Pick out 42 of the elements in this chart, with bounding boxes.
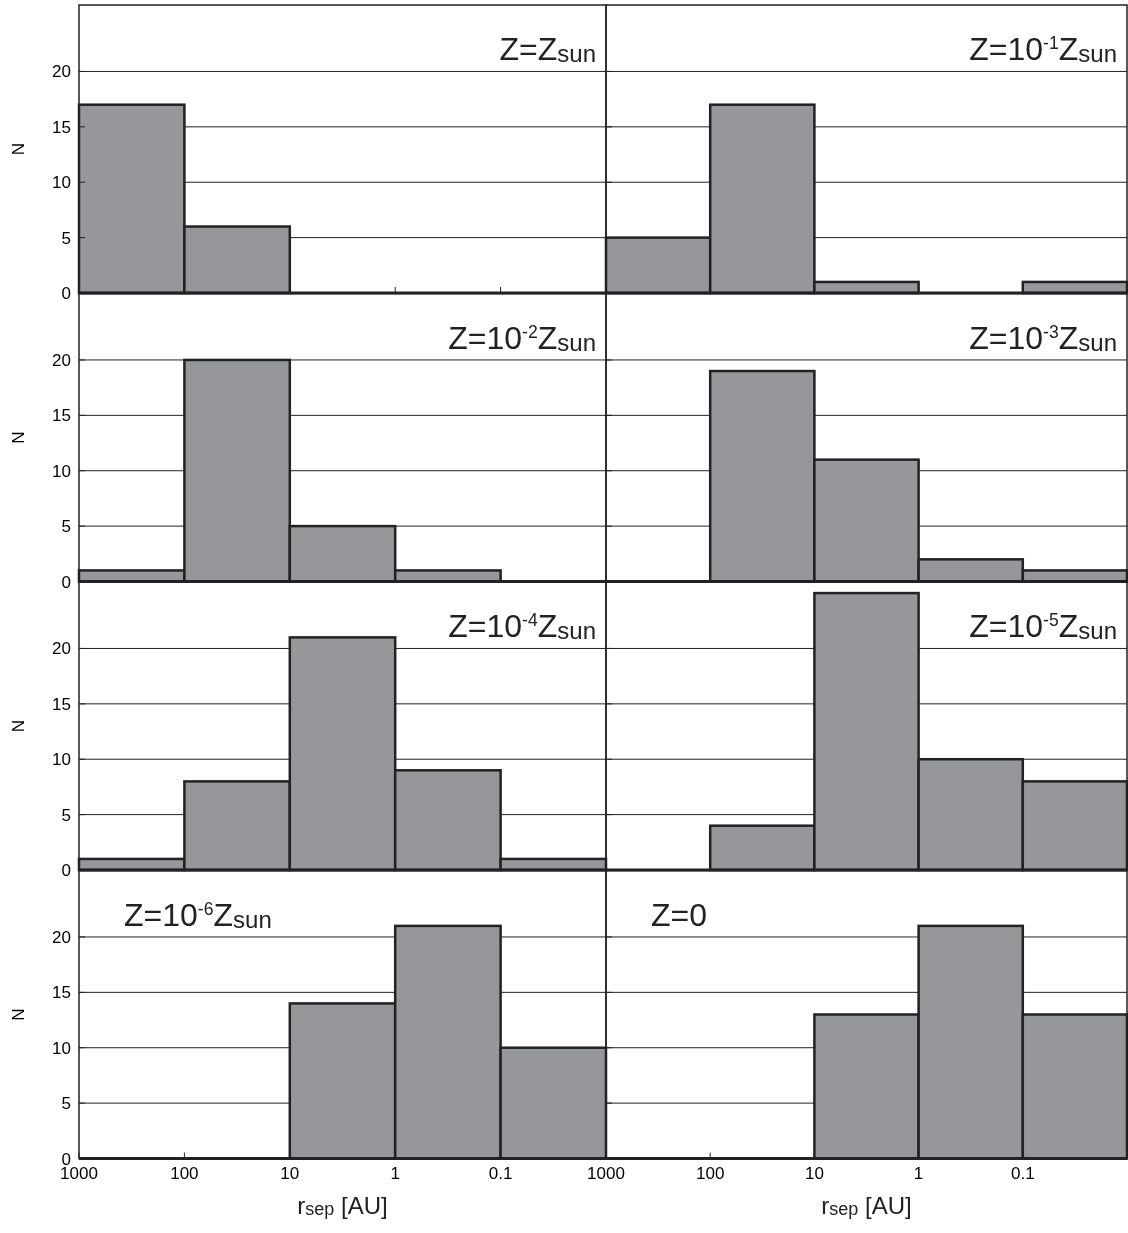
text: Z=10$^{-3}$Zsun [969, 319, 1117, 356]
y-tick-label: 5 [61, 1094, 71, 1114]
text: Z=10$^{-4}$Zsun [448, 608, 596, 644]
y-tick-label: 0 [61, 284, 71, 303]
y-tick-label: 10 [52, 461, 71, 481]
y-tick-label: 5 [61, 805, 71, 825]
text: Z=Zsun [499, 31, 596, 67]
x-tick-label: 1000 [587, 1163, 625, 1183]
x-tick-label: 0.1 [488, 1163, 513, 1183]
y-tick-label: 10 [52, 750, 71, 770]
x-tick-label: 10 [280, 1163, 300, 1183]
x-axis-title: rsep [AU] [821, 1191, 912, 1219]
y-tick-label: 20 [52, 350, 71, 370]
x-tick-label: 1 [913, 1163, 924, 1183]
x-tick-label: 0.1 [1010, 1163, 1035, 1183]
y-tick-label: 10 [52, 1038, 71, 1058]
y-tick-label: 0 [61, 861, 71, 880]
x-tick-label: 10 [804, 1163, 824, 1183]
y-tick-label: 15 [52, 983, 71, 1003]
text: Z=10$^{-5}$Zsun [969, 608, 1117, 644]
y-axis-title: N [9, 142, 28, 156]
y-tick-label: 20 [52, 927, 71, 947]
y-tick-label: 10 [52, 173, 71, 193]
y-tick-label: 20 [52, 62, 71, 82]
text: Z=10$^{-2}$Zsun [448, 319, 596, 356]
text: Z=10$^{-6}$Zsun [124, 896, 272, 933]
x-axis-title: rsep [AU] [297, 1191, 388, 1219]
y-tick-label: 0 [61, 572, 71, 592]
x-tick-label: 1 [390, 1163, 400, 1183]
y-tick-label: 15 [52, 406, 71, 426]
y-axis-title: N [9, 431, 28, 444]
x-tick-label: 100 [170, 1163, 199, 1183]
y-tick-label: 15 [52, 694, 71, 714]
y-tick-label: 5 [61, 517, 71, 537]
text: Z=10$^{-1}$Zsun [969, 31, 1117, 67]
y-tick-label: 15 [52, 117, 71, 137]
y-tick-label: 5 [61, 228, 71, 248]
x-tick-label: 100 [696, 1163, 725, 1183]
y-axis-title: N [9, 1008, 28, 1021]
y-tick-label: 20 [52, 639, 71, 659]
text: Z=0 [651, 896, 708, 933]
y-axis-title: N [9, 719, 28, 733]
